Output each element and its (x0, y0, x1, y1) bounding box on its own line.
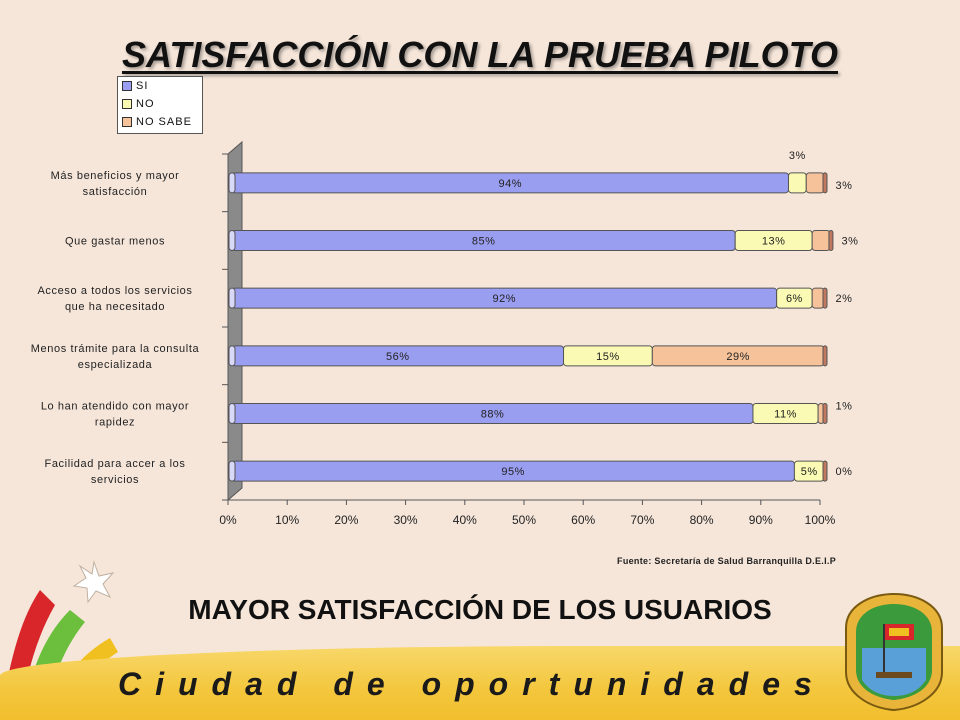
category-label: servicios (91, 474, 139, 486)
data-label: 3% (841, 236, 858, 248)
category-label: especializada (78, 359, 153, 371)
x-tick-label: 90% (749, 513, 773, 527)
category-label: rapidez (95, 417, 135, 429)
footer-band (0, 646, 960, 720)
bar-start-cap (228, 172, 236, 194)
x-tick-label: 50% (512, 513, 536, 527)
chart-legend: SI NO NO SABE (117, 76, 203, 134)
data-label: 2% (836, 293, 853, 305)
x-tick-label: 60% (571, 513, 595, 527)
legend-item-no: NO (118, 95, 202, 113)
bar-no-sabe (811, 287, 825, 309)
bar-end-cap (822, 403, 828, 424)
star-burst-icon (72, 560, 115, 604)
category-label: Acceso a todos los servicios (38, 285, 193, 297)
data-label: 85% (472, 236, 496, 248)
data-label: 29% (726, 351, 750, 363)
bar-no (787, 172, 807, 194)
x-tick-label: 10% (275, 513, 299, 527)
bar-end-cap (822, 460, 828, 482)
data-label: 13% (762, 236, 786, 248)
data-label: 56% (386, 351, 410, 363)
legend-label-no: NO (136, 98, 155, 110)
data-label: 6% (786, 293, 803, 305)
bar-no-sabe (805, 172, 825, 194)
slide-title: SATISFACCIÓN CON LA PRUEBA PILOTO (121, 34, 839, 75)
legend-item-no-sabe: NO SABE (118, 113, 202, 131)
chart-side-wall (227, 140, 243, 502)
legend-swatch-no-sabe (122, 117, 132, 127)
data-label: 1% (836, 401, 853, 413)
x-tick-label: 0% (219, 513, 237, 527)
x-tick-label: 70% (630, 513, 654, 527)
category-label: Que gastar menos (65, 236, 165, 248)
data-label: 94% (498, 178, 522, 190)
x-tick-label: 40% (453, 513, 477, 527)
bar-no-sabe (811, 230, 831, 251)
stacked-bar-chart: 94% 3% 3% 85% 13% 3% 92% 6% 2% 56% 15% 29% 88% 11% 1% 9… (31, 140, 858, 527)
slogan: Ciudad de oportunidades (118, 666, 826, 702)
bar-start-cap (228, 460, 236, 482)
data-label: 3% (836, 180, 853, 192)
data-label: 95% (501, 466, 525, 478)
data-label: 92% (493, 293, 517, 305)
category-label: Más beneficios y mayor (51, 170, 180, 182)
data-label: 88% (481, 409, 505, 421)
data-label: 15% (596, 351, 620, 363)
data-label: 11% (774, 409, 797, 421)
category-label: Lo han atendido con mayor (41, 401, 189, 413)
bar-end-cap (822, 172, 828, 194)
legend-swatch-no (122, 99, 132, 109)
legend-swatch-si (122, 81, 132, 91)
bar-start-cap (228, 287, 236, 309)
x-tick-label: 30% (394, 513, 418, 527)
bar-start-cap (228, 403, 236, 424)
category-label: que ha necesitado (65, 301, 165, 313)
source-note: Fuente: Secretaría de Salud Barranquilla… (617, 556, 836, 566)
data-label: 0% (836, 466, 853, 478)
category-label: Menos trámite para la consulta (31, 343, 200, 355)
x-tick-label: 100% (805, 513, 836, 527)
category-label: Facilidad para accer a los (45, 458, 186, 470)
city-seal-icon (845, 592, 943, 712)
bar-start-cap (228, 345, 236, 367)
bar-end-cap (822, 345, 828, 367)
slide-subtitle: MAYOR SATISFACCIÓN DE LOS USUARIOS (188, 594, 772, 625)
bar-end-cap (822, 287, 828, 309)
bar-start-cap (228, 230, 236, 251)
legend-label-no-sabe: NO SABE (136, 116, 192, 128)
data-label: 3% (789, 150, 806, 162)
legend-item-si: SI (118, 77, 202, 95)
data-label: 5% (801, 466, 818, 478)
x-tick-label: 80% (690, 513, 714, 527)
legend-label-si: SI (136, 80, 149, 92)
x-tick-label: 20% (334, 513, 358, 527)
bar-end-cap (828, 230, 834, 251)
category-label: satisfacción (83, 186, 148, 198)
